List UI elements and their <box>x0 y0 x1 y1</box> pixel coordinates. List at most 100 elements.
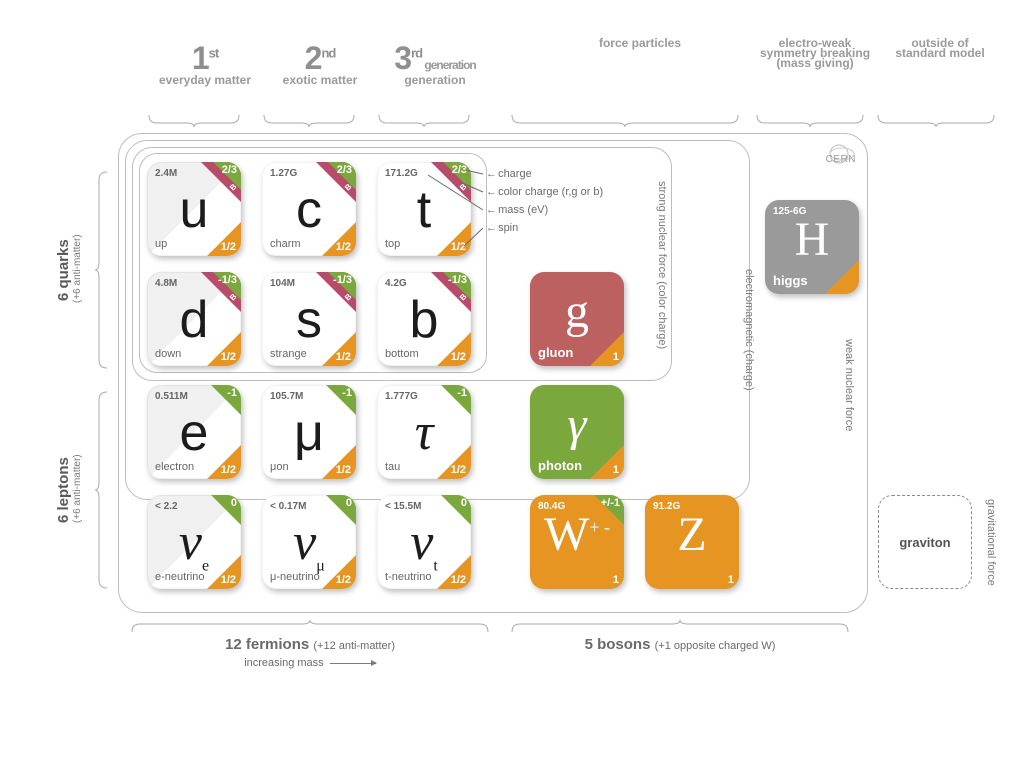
spin-label: 1/2 <box>336 351 351 363</box>
spin-label: 1/2 <box>221 574 236 586</box>
force-label: gravitational force <box>985 475 997 610</box>
particle-symbol: g <box>530 288 624 336</box>
annotation: mass (eV) <box>486 204 548 216</box>
particle-tile: R / G / B1.27Gccharm2/31/2 <box>262 162 356 256</box>
charge-label: +/-1 <box>601 497 620 509</box>
charge-label: 2/3 <box>452 164 467 176</box>
particle-tile: 91.2GZ1 <box>645 495 739 589</box>
spin-label: 1/2 <box>221 241 236 253</box>
column-header: 2ndexotic matter <box>265 40 375 87</box>
particle-name: top <box>385 238 400 250</box>
mass-label: < 2.2 <box>155 501 178 512</box>
mass-label: 171.2G <box>385 168 418 179</box>
particle-name: μon <box>270 461 289 473</box>
particle-name: higgs <box>773 273 808 288</box>
particle-symbol: u <box>147 184 241 236</box>
cern-logo: CERN <box>826 143 856 165</box>
charge-label: -1 <box>227 387 237 399</box>
charge-label: 0 <box>461 497 467 509</box>
force-label: strong nuclear force (color charge) <box>656 160 668 370</box>
column-header: 3rd generationgeneration <box>380 40 490 87</box>
particle-symbol: μ <box>262 407 356 459</box>
charge-label: -1/3 <box>333 274 352 286</box>
particle-name: tau <box>385 461 400 473</box>
mass-label: 0.511M <box>155 391 188 402</box>
particle-tile: R / G / B4.8Mddown-1/31/2 <box>147 272 241 366</box>
particle-tile: < 15.5M νtt-neutrino 0 1/2 <box>377 495 471 589</box>
column-header: 1steveryday matter <box>150 40 260 87</box>
spin-label: 1/2 <box>221 351 236 363</box>
spin-label: 1/2 <box>451 241 466 253</box>
graviton-tile: graviton <box>878 495 972 589</box>
annotation: spin <box>486 222 518 234</box>
spin-label: 1/2 <box>221 464 236 476</box>
particle-tile: < 0.17M νμμ-neutrino 0 1/2 <box>262 495 356 589</box>
column-header: electro-weaksymmetry breaking(mass givin… <box>750 40 880 70</box>
particle-symbol: W+ - <box>530 511 624 559</box>
mass-label: < 0.17M <box>270 501 306 512</box>
particle-symbol: Z <box>645 511 739 559</box>
mass-label: 105.7M <box>270 391 303 402</box>
annotation: color charge (r,g or b) <box>486 186 603 198</box>
mass-label: < 15.5M <box>385 501 421 512</box>
particle-symbol: e <box>147 407 241 459</box>
row-group-label: 6 quarks(+6 anti-matter) <box>55 170 83 370</box>
bosons-label: 5 bosons (+1 opposite charged W) <box>510 636 850 653</box>
force-label: weak nuclear force <box>843 175 855 595</box>
particle-tile: R / G / B2.4Muup2/31/2 <box>147 162 241 256</box>
fermions-label: 12 fermions (+12 anti-matter)increasing … <box>130 636 490 670</box>
particle-symbol: τ <box>377 407 471 459</box>
charge-label: 2/3 <box>337 164 352 176</box>
charge-label: 2/3 <box>222 164 237 176</box>
charge-label: 0 <box>346 497 352 509</box>
particle-symbol: γ <box>530 401 624 449</box>
spin-label: 1/2 <box>336 574 351 586</box>
column-header: outside ofstandard model <box>880 40 1000 60</box>
annotation: charge <box>486 168 532 180</box>
particle-tile: ggluon1 <box>530 272 624 366</box>
particle-tile: R / G / B104Msstrange-1/31/2 <box>262 272 356 366</box>
particle-name: t-neutrino <box>385 571 431 583</box>
particle-tile: 1.777G τ tau -1 1/2 <box>377 385 471 479</box>
particle-symbol: c <box>262 184 356 236</box>
charge-label: -1 <box>342 387 352 399</box>
spin-label: 1/2 <box>336 464 351 476</box>
particle-tile: R / G / B4.2Gbbottom-1/31/2 <box>377 272 471 366</box>
particle-name: strange <box>270 348 307 360</box>
particle-tile: R / G / B171.2Gttop2/31/2 <box>377 162 471 256</box>
particle-symbol: νμ <box>262 517 356 574</box>
particle-symbol: t <box>377 184 471 236</box>
particle-tile: < 2.2νee-neutrino01/2 <box>147 495 241 589</box>
force-label: electromagnetic (charge) <box>743 170 755 490</box>
row-group-label: 6 leptons(+6 anti-matter) <box>55 390 83 590</box>
particle-name: photon <box>538 458 582 473</box>
spin-label: 1 <box>613 464 619 476</box>
particle-symbol: νt <box>377 517 471 574</box>
charge-label: -1/3 <box>448 274 467 286</box>
mass-label: 4.2G <box>385 278 407 289</box>
column-header: force particles <box>540 40 740 50</box>
spin-label: 1/2 <box>451 464 466 476</box>
particle-name: μ-neutrino <box>270 571 320 583</box>
particle-name: up <box>155 238 167 250</box>
charge-label: -1 <box>457 387 467 399</box>
charge-label: -1/3 <box>218 274 237 286</box>
spin-label: 1/2 <box>336 241 351 253</box>
spin-label: 1 <box>728 574 734 586</box>
particle-symbol: s <box>262 294 356 346</box>
spin-label: 1 <box>613 351 619 363</box>
spin-label: 1 <box>613 574 619 586</box>
mass-label: 1.777G <box>385 391 418 402</box>
particle-tile: 80.4GW+ -+/-11 <box>530 495 624 589</box>
particle-name: electron <box>155 461 194 473</box>
particle-symbol: d <box>147 294 241 346</box>
spin-label: 1/2 <box>451 574 466 586</box>
particle-name: bottom <box>385 348 419 360</box>
spin-label: 1/2 <box>451 351 466 363</box>
mass-label: 2.4M <box>155 168 177 179</box>
particle-symbol: b <box>377 294 471 346</box>
particle-tile: 105.7M μ μon -1 1/2 <box>262 385 356 479</box>
particle-name: e-neutrino <box>155 571 205 583</box>
mass-label: 4.8M <box>155 278 177 289</box>
particle-tile: γ photon 1 <box>530 385 624 479</box>
